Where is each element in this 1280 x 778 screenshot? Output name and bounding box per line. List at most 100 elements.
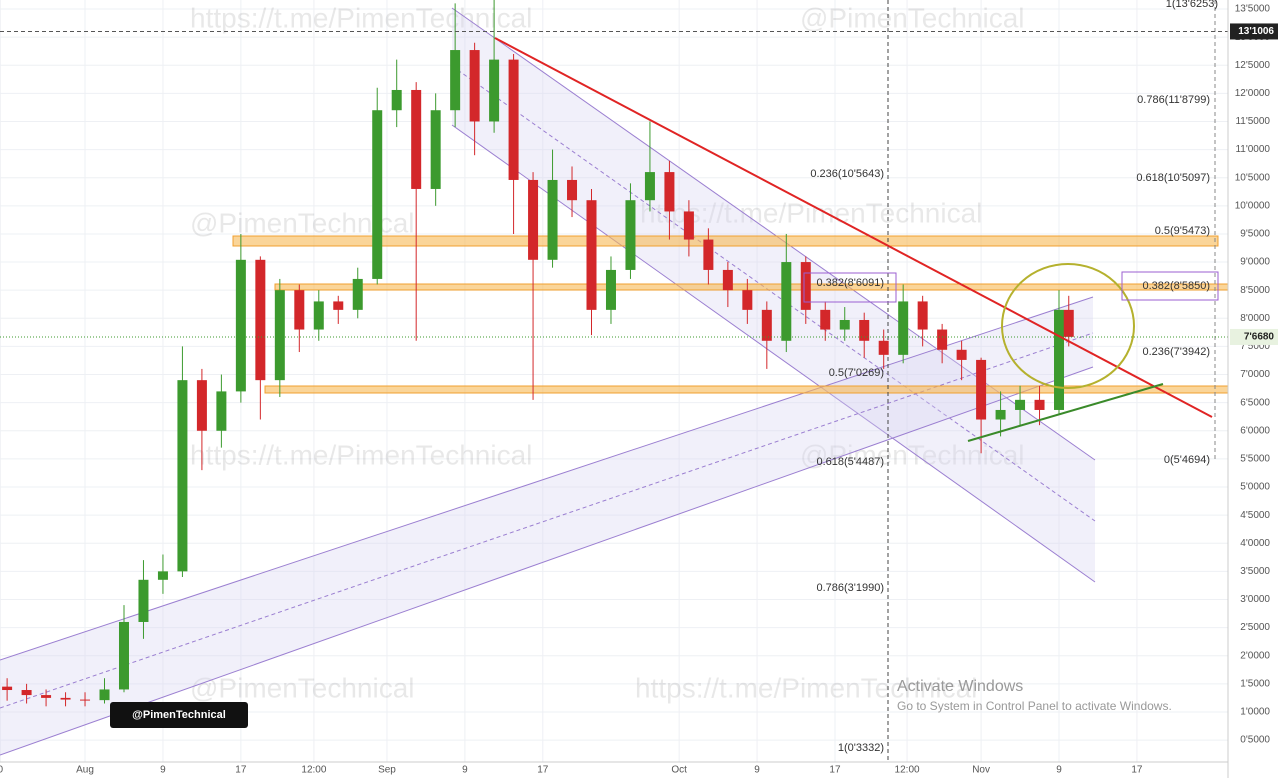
x-tick-label: 9 <box>160 765 166 776</box>
x-tick-label: Nov <box>972 765 990 776</box>
fib-label: 0.618(10'5097) <box>1136 172 1210 184</box>
y-tick-label: 4'5000 <box>1240 510 1270 521</box>
y-tick-label: 11'0000 <box>1235 144 1270 155</box>
candle-body <box>644 172 655 201</box>
y-tick-label: 3'0000 <box>1240 594 1270 605</box>
candle-body <box>508 59 519 180</box>
candle-body <box>878 340 889 355</box>
badge: @PimenTechnical <box>132 709 226 721</box>
channel-mid <box>0 332 1094 709</box>
up-channel <box>0 297 1093 755</box>
y-tick-label: 13'5000 <box>1235 4 1271 15</box>
fib-box <box>803 272 897 303</box>
fib-label: 0.236(7'3942) <box>1142 346 1210 358</box>
candle-body <box>60 697 71 700</box>
candle-body <box>372 110 383 279</box>
candle-body <box>430 110 441 189</box>
candle-body <box>742 290 753 310</box>
channel-line <box>451 124 1096 583</box>
y-tick-label: 1'0000 <box>1240 707 1270 718</box>
candle-body <box>859 319 870 341</box>
x-tick-label: 17 <box>829 765 841 776</box>
candle-body <box>138 579 149 622</box>
x-tick-label: 9 <box>462 765 468 776</box>
trend-line <box>494 37 1213 418</box>
candle-body <box>567 179 578 201</box>
trend-line <box>967 383 1164 442</box>
fib-label: 0.5(7'0269) <box>829 367 884 379</box>
candle-body <box>80 699 91 701</box>
candle-body <box>274 290 285 381</box>
y-tick-label: 10'0000 <box>1235 200 1271 211</box>
candle-body <box>313 301 324 330</box>
fib-label: 0.786(3'1990) <box>816 582 884 594</box>
x-tick-label: Aug <box>76 765 94 776</box>
y-tick-label: 12'0000 <box>1235 88 1271 99</box>
candle-body <box>722 269 733 291</box>
y-tick-label: 12'5000 <box>1235 60 1271 71</box>
candle-body <box>976 359 987 420</box>
badge-box <box>110 702 248 728</box>
y-tick-label: 5'5000 <box>1240 454 1270 465</box>
candle-body <box>528 179 539 260</box>
y-tick-label: 6'5000 <box>1240 397 1270 408</box>
candle-body <box>1054 309 1065 410</box>
y-tick-label: 2'0000 <box>1240 650 1270 661</box>
candle-body <box>450 50 461 111</box>
watermark: @PimenTechnical <box>800 2 1025 33</box>
y-tick-label: 9'5000 <box>1240 229 1270 240</box>
fib-label: 0(5'4694) <box>1164 454 1210 466</box>
down-channel <box>452 8 1095 582</box>
fib-label: 0.786(11'8799) <box>1137 94 1210 106</box>
watermark: https://t.me/PimenTechnical <box>190 439 532 470</box>
candle-body <box>352 278 363 310</box>
fib-box <box>1121 271 1219 301</box>
candle-body <box>781 262 792 341</box>
fib-label: 0.5(9'5473) <box>1155 225 1210 237</box>
candle-body <box>1063 309 1074 337</box>
price-tag <box>1230 328 1278 345</box>
channel-line <box>0 366 1094 756</box>
candle-body <box>235 259 246 392</box>
x-tick-label: 12:00 <box>895 765 920 776</box>
candle-body <box>216 391 227 431</box>
candle-body <box>1034 399 1045 410</box>
candle-body <box>586 200 597 310</box>
y-tick-label: 8'0000 <box>1240 313 1270 324</box>
candle-body <box>255 259 266 381</box>
y-tick-label: 1'5000 <box>1240 678 1270 689</box>
watermark: https://t.me/PimenTechnical <box>190 2 532 33</box>
y-tick-label: 11'5000 <box>1235 116 1270 127</box>
x-tick-label: Sep <box>378 765 396 776</box>
candle-body <box>664 172 675 212</box>
candle-body <box>41 695 52 698</box>
y-tick-label: 9'0000 <box>1240 257 1270 268</box>
x-tick-label: 9 <box>754 765 760 776</box>
candle-body <box>820 309 831 330</box>
candle-body <box>411 89 422 189</box>
candle-body <box>196 380 207 431</box>
watermark: https://t.me/PimenTechnical <box>635 672 977 703</box>
candle-body <box>391 89 402 111</box>
y-tick-label: 3'5000 <box>1240 566 1270 577</box>
highlight-circle <box>1001 263 1135 389</box>
channel-line <box>451 7 1096 461</box>
candle-body <box>99 689 110 701</box>
candle-body <box>333 301 344 310</box>
candle-body <box>2 686 13 691</box>
price-tag-label: 7'6680 <box>1244 332 1275 343</box>
watermark: @PimenTechnical <box>800 439 1025 470</box>
y-tick-label: 2'5000 <box>1240 622 1270 633</box>
y-tick-label: 8'5000 <box>1240 285 1270 296</box>
price-tag-label: 13'1006 <box>1238 26 1274 37</box>
x-tick-label: 9 <box>1056 765 1062 776</box>
candle-body <box>625 200 636 270</box>
candle-body <box>956 349 967 360</box>
x-tick-label: 17 <box>235 765 247 776</box>
candle-body <box>547 179 558 260</box>
x-tick-label: 17 <box>1131 765 1143 776</box>
x-tick-label: 12:00 <box>301 765 326 776</box>
channel-line <box>0 296 1094 661</box>
